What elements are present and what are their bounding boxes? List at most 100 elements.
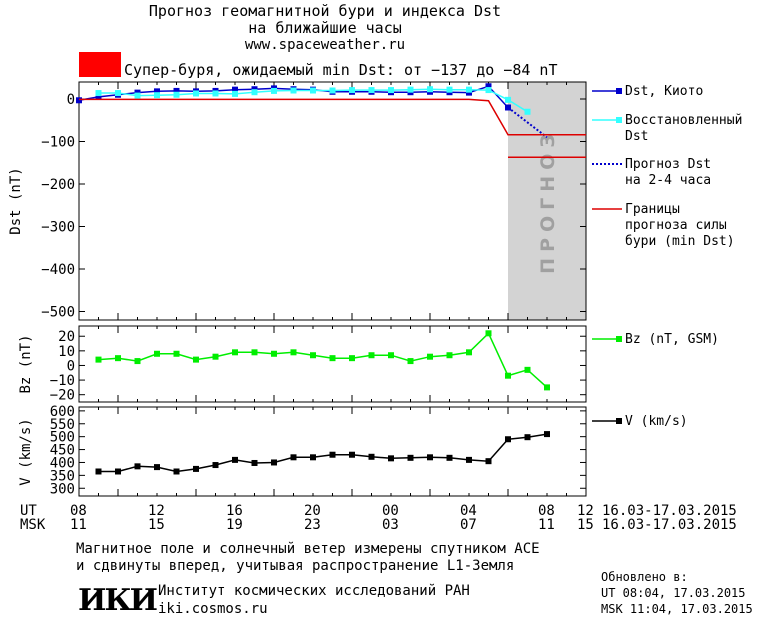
- data-point: [173, 91, 180, 98]
- data-point: [329, 355, 336, 362]
- data-point: [271, 350, 277, 357]
- data-point: [173, 468, 180, 475]
- forecast-zone: [508, 82, 586, 320]
- legend-bounds-1: Границы: [625, 202, 680, 217]
- legend-forecast-2: на 2-4 часа: [625, 173, 712, 188]
- data-point: [290, 349, 297, 356]
- y-tick-label: 300: [50, 481, 75, 497]
- y-tick-label: −10: [50, 373, 75, 389]
- ut-tick-label: 08: [538, 503, 555, 519]
- data-point: [466, 86, 472, 93]
- data-point: [290, 87, 297, 94]
- legend-v: V (km/s): [625, 414, 688, 429]
- y-tick-label: 20: [58, 329, 75, 345]
- ut-tick-label: 04: [460, 503, 477, 519]
- data-point: [212, 462, 219, 469]
- data-point: [115, 90, 121, 97]
- y-tick-label: 350: [50, 468, 75, 484]
- panel-frame: [78, 406, 587, 497]
- y-tick-label: −500: [41, 305, 75, 321]
- note-line-2: и сдвинуты вперед, учитывая распростране…: [76, 558, 515, 574]
- y-tick-label: 0: [67, 92, 75, 108]
- ut-tick-label: 20: [304, 503, 321, 519]
- data-point: [232, 86, 238, 93]
- data-point: [329, 451, 336, 458]
- msk-tick-label: 15: [577, 517, 594, 533]
- series-bz-line: [98, 332, 548, 388]
- legend-bz-swatch-marker: [616, 336, 622, 342]
- data-point: [232, 90, 238, 97]
- data-point: [427, 454, 433, 461]
- legend-v-swatch-marker: [616, 418, 622, 424]
- msk-tick-label: 15: [148, 517, 165, 533]
- data-point: [446, 86, 453, 93]
- data-point: [427, 353, 433, 360]
- data-point: [95, 93, 102, 100]
- msk-tick-label: 11: [538, 517, 555, 533]
- note-line-1: Магнитное поле и солнечный ветер измерен…: [76, 541, 540, 557]
- data-point: [349, 87, 355, 94]
- data-point: [134, 358, 141, 365]
- data-point: [505, 436, 511, 443]
- data-point: [134, 92, 141, 99]
- data-point: [154, 350, 160, 357]
- legend-bounds-2: прогноза силы: [625, 218, 727, 233]
- series-storm-bounds-line: [79, 98, 586, 136]
- iki-logo: ИКИ: [78, 583, 158, 618]
- data-point: [446, 454, 453, 461]
- legend-restored-swatch-marker: [616, 117, 622, 123]
- data-point: [173, 350, 180, 357]
- ut-label: UT: [20, 503, 37, 519]
- data-point: [368, 352, 375, 359]
- data-point: [95, 356, 102, 363]
- data-point: [485, 458, 492, 465]
- data-point: [290, 454, 297, 461]
- data-point: [232, 349, 238, 356]
- legend-restored-2: Dst: [625, 129, 649, 144]
- legend-forecast-1: Прогноз Dst: [625, 157, 712, 172]
- y-axis-label: Bz (nT): [18, 334, 34, 393]
- data-point: [407, 454, 414, 461]
- data-point: [154, 92, 160, 99]
- ut-tick-label: 08: [70, 503, 87, 519]
- y-tick-label: 400: [50, 455, 75, 471]
- y-tick-label: −400: [41, 262, 75, 278]
- data-point: [407, 86, 414, 93]
- data-point: [524, 434, 531, 441]
- data-point: [505, 96, 511, 103]
- data-point: [134, 463, 141, 470]
- panel-frame: [78, 325, 587, 403]
- legend-kyoto: Dst, Киото: [625, 84, 704, 99]
- series-dst-forecast-line: [507, 106, 548, 139]
- y-tick-label: 0: [67, 358, 75, 374]
- msk-tick-label: 07: [460, 517, 477, 533]
- data-point: [173, 87, 180, 94]
- data-point: [310, 454, 316, 461]
- storm-alert-box: [79, 52, 121, 77]
- data-point: [193, 465, 199, 472]
- data-point: [310, 352, 316, 359]
- date-range-ut: 16.03-17.03.2015: [602, 503, 737, 519]
- storm-alert-text: Супер-буря, ожидаемый min Dst: от −137 д…: [124, 61, 558, 79]
- chart-subtitle: на ближайшие часы: [248, 19, 402, 37]
- ut-tick-label: 12: [577, 503, 594, 519]
- data-point: [349, 355, 355, 362]
- y-tick-label: 550: [50, 417, 75, 433]
- data-point: [271, 87, 277, 94]
- data-point: [95, 468, 102, 475]
- y-tick-label: −100: [41, 135, 75, 151]
- forecast-zone-label: ПРОГНОЗ: [537, 128, 559, 274]
- msk-tick-label: 19: [226, 517, 243, 533]
- site-url: www.spaceweather.ru: [244, 37, 406, 53]
- legend-bounds-3: бури (min Dst): [625, 234, 735, 249]
- data-point: [329, 87, 336, 94]
- data-point: [544, 431, 550, 438]
- data-point: [251, 89, 258, 96]
- y-tick-label: −300: [41, 220, 75, 236]
- data-point: [95, 90, 102, 97]
- institute-name: Институт космических исследований РАН: [158, 583, 470, 599]
- data-point: [154, 464, 160, 471]
- data-point: [485, 83, 492, 90]
- data-point: [76, 97, 82, 104]
- data-point: [232, 456, 238, 463]
